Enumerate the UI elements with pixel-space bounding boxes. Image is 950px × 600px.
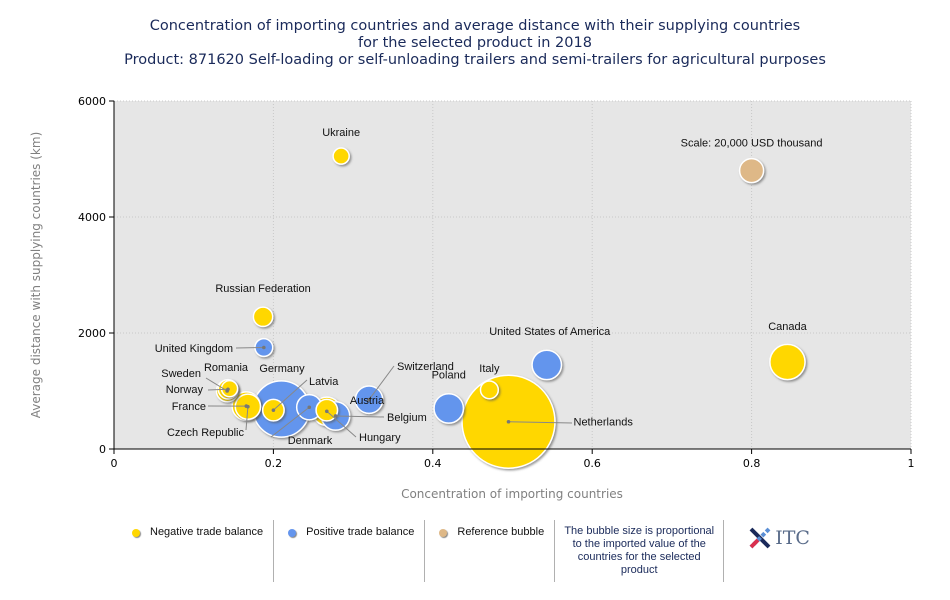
bubble-united-states-of-america[interactable] xyxy=(531,349,563,381)
bubble-scale-20-000-usd-thousand[interactable] xyxy=(738,157,765,184)
title-line-3: Product: 871620 Self-loading or self-unl… xyxy=(124,52,826,68)
leader-line xyxy=(508,421,573,424)
itc-cross-icon xyxy=(749,527,771,549)
bubble-center-dot xyxy=(367,397,371,402)
axes: 0 0.2 0.4 0.6 0.8 1 0 2000 4000 6000 xyxy=(78,95,915,470)
bubble-label: Norway xyxy=(166,384,204,396)
y-tick-label: 6000 xyxy=(78,95,106,108)
chart-title: Concentration of importing countries and… xyxy=(0,18,950,69)
yellow-dot-icon xyxy=(132,529,140,537)
legend-negative-label: Negative trade balance xyxy=(150,526,264,538)
leader-line xyxy=(245,406,249,431)
itc-logo: ITC xyxy=(724,520,810,582)
leader-lines xyxy=(205,345,573,438)
bubble-label: Netherlands xyxy=(574,417,634,429)
bubble-center-dot xyxy=(246,404,250,409)
bubble-label: Sweden xyxy=(161,368,201,380)
legend-negative: Negative trade balance xyxy=(118,520,275,582)
legend: Negative trade balance Positive trade ba… xyxy=(118,520,810,582)
x-tick-label: 0.6 xyxy=(583,457,601,470)
title-line-2: for the selected product in 2018 xyxy=(358,35,592,51)
bubble-center-dot xyxy=(506,419,511,424)
bubble-center-dot xyxy=(333,414,338,418)
bubble-label: Scale: 20,000 USD thousand xyxy=(681,138,823,150)
y-tick-label: 4000 xyxy=(78,211,106,224)
bubble-label: United Kingdom xyxy=(155,343,233,355)
bubble-italy[interactable] xyxy=(479,380,500,400)
tan-dot-icon xyxy=(439,529,448,537)
leader-line xyxy=(273,379,308,411)
bubble-center-dot xyxy=(262,345,266,350)
bubble-ukraine[interactable] xyxy=(332,147,350,165)
bubble-label: United States of America xyxy=(489,326,611,338)
bubble-center-dot xyxy=(307,405,312,410)
bubble-label: Ukraine xyxy=(322,127,360,139)
y-axis-title: Average distance with supplying countrie… xyxy=(29,132,43,419)
bubble-russian-federation[interactable] xyxy=(252,306,274,328)
bubble-label: Germany xyxy=(259,363,305,375)
x-axis-title: Concentration of importing countries xyxy=(401,487,623,501)
blue-dot-icon xyxy=(288,529,297,537)
bubble-label: Latvia xyxy=(309,376,339,388)
leader-line xyxy=(368,365,395,400)
bubble-poland[interactable] xyxy=(433,392,465,424)
leader-line xyxy=(270,406,310,438)
leader-line xyxy=(326,410,357,438)
y-tick-label: 2000 xyxy=(78,327,106,340)
bubble-canada[interactable] xyxy=(769,343,806,381)
leader-line xyxy=(205,377,228,392)
legend-reference-label: Reference bubble xyxy=(457,526,545,538)
x-tick-label: 0.8 xyxy=(743,457,761,470)
bubble-label: Romania xyxy=(204,362,249,374)
bubble-label: Czech Republic xyxy=(167,427,245,439)
bubble-center-dot xyxy=(226,387,230,392)
leader-line xyxy=(207,388,228,391)
bubble-center-dot xyxy=(271,408,276,412)
bubble-label: Switzerland xyxy=(397,361,454,373)
x-tick-label: 0.2 xyxy=(265,457,283,470)
leader-line xyxy=(235,347,264,349)
x-tick-label: 1 xyxy=(908,457,915,470)
legend-positive: Positive trade balance xyxy=(274,520,426,582)
bubble-center-dot xyxy=(324,409,329,414)
title-line-1: Concentration of importing countries and… xyxy=(149,18,801,34)
legend-reference: Reference bubble xyxy=(425,520,556,582)
bubble-label: Canada xyxy=(768,321,807,333)
leader-line xyxy=(335,415,385,418)
bubble-label: France xyxy=(172,401,206,413)
bubble-label: Austria xyxy=(350,395,385,407)
x-tick-label: 0.4 xyxy=(424,457,442,470)
logo-text: ITC xyxy=(775,527,810,549)
bubble-label: Hungary xyxy=(359,432,401,444)
bubble-label: Italy xyxy=(479,363,500,375)
legend-size-note: The bubble size is proportional to the i… xyxy=(555,520,725,582)
bubble-label: Denmark xyxy=(288,435,333,447)
bubble-label: Poland xyxy=(432,369,466,381)
y-tick-label: 0 xyxy=(99,443,106,456)
legend-positive-label: Positive trade balance xyxy=(306,526,415,538)
bubble-labels: Ukraine Russian Federation United Kingdom S… xyxy=(155,127,823,447)
bubble-label: Russian Federation xyxy=(215,283,310,295)
x-tick-label: 0 xyxy=(111,457,118,470)
bubble-label: Belgium xyxy=(387,412,427,424)
